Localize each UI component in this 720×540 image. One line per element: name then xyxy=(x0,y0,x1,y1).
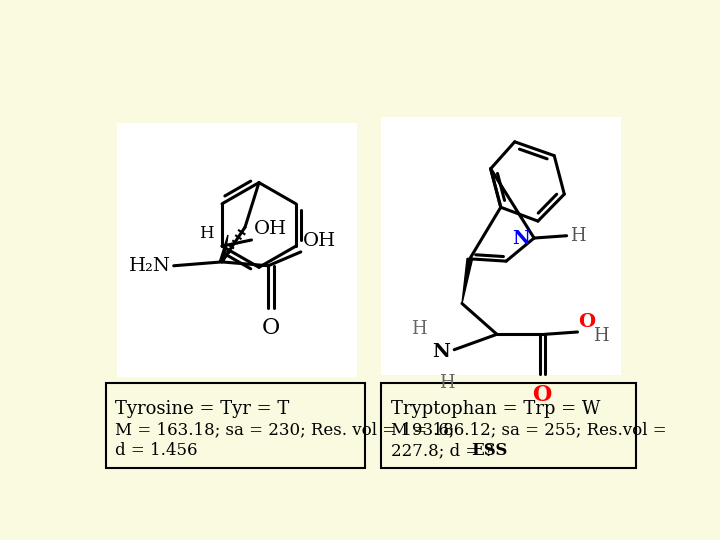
Bar xyxy=(106,383,365,468)
Text: H: H xyxy=(438,374,454,393)
Text: H: H xyxy=(412,320,427,338)
Text: H: H xyxy=(593,327,608,345)
Text: d = 1.456: d = 1.456 xyxy=(114,442,197,459)
Polygon shape xyxy=(220,235,228,262)
Text: N: N xyxy=(433,343,451,361)
Bar xyxy=(381,383,636,468)
Text: H: H xyxy=(199,225,214,242)
Polygon shape xyxy=(462,258,472,303)
Bar xyxy=(117,123,357,377)
Text: H: H xyxy=(570,227,585,245)
Text: M = 186.12; sa = 255; Res.vol =: M = 186.12; sa = 255; Res.vol = xyxy=(391,421,666,438)
Text: Tryptophan = Trp = W: Tryptophan = Trp = W xyxy=(391,400,600,418)
Text: M = 163.18; sa = 230; Res. vol = 193.6;: M = 163.18; sa = 230; Res. vol = 193.6; xyxy=(114,421,454,438)
Text: ESS: ESS xyxy=(472,442,508,459)
Text: O: O xyxy=(532,383,552,406)
Text: H₂N: H₂N xyxy=(129,256,171,275)
Bar xyxy=(381,117,621,375)
Text: N: N xyxy=(513,230,530,248)
Text: OH: OH xyxy=(303,232,336,249)
Text: Tyrosine = Tyr = T: Tyrosine = Tyr = T xyxy=(114,400,289,418)
Text: O: O xyxy=(578,313,595,331)
Text: O: O xyxy=(261,318,279,339)
Text: 227.8; d = ?: 227.8; d = ? xyxy=(391,442,498,459)
Text: OH: OH xyxy=(254,220,287,239)
